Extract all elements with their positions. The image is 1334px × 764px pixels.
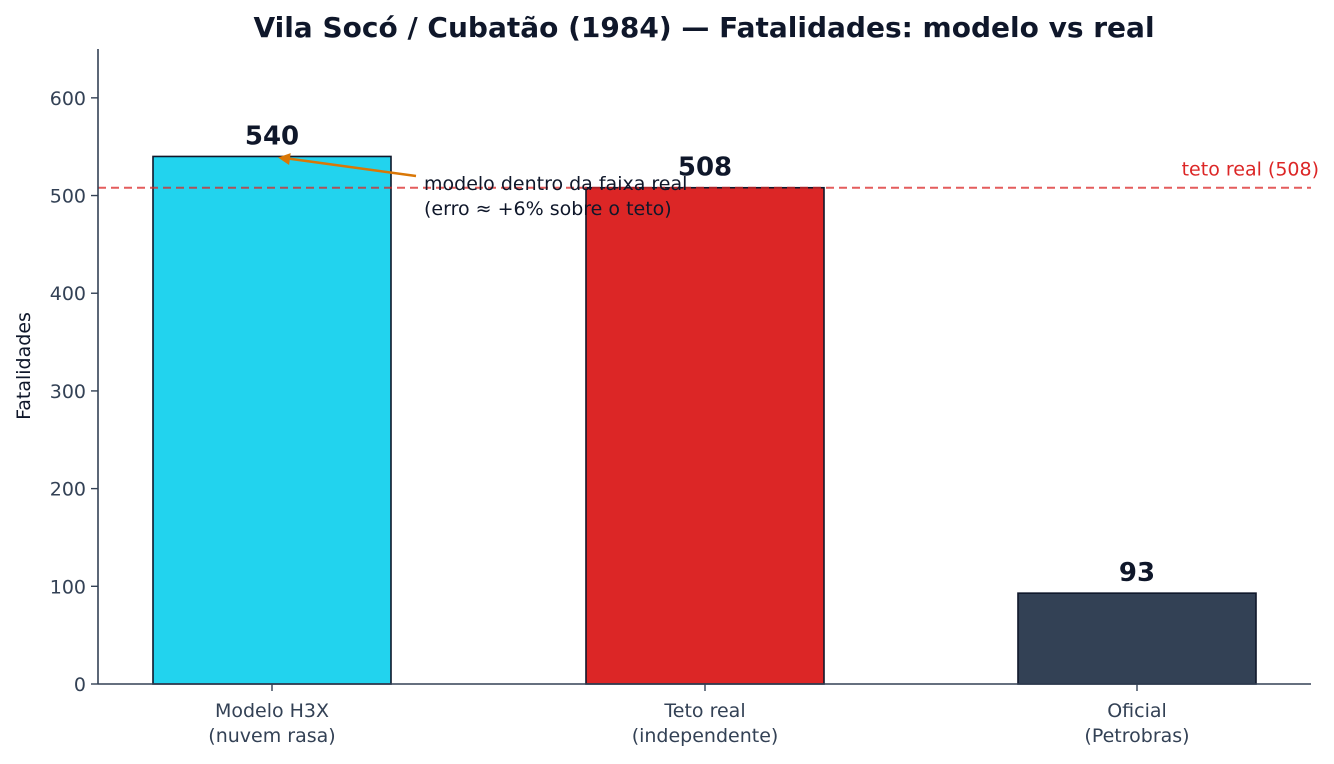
x-tick-label-0-0: Modelo H3X: [215, 700, 329, 722]
annotation-text-0: modelo dentro da faixa real: [424, 173, 687, 195]
chart-title: Vila Socó / Cubatão (1984) — Fatalidades…: [253, 11, 1154, 44]
reference-line-label: teto real (508): [1182, 159, 1319, 181]
value-label-2: 93: [1119, 558, 1155, 588]
bar-1: [585, 186, 825, 685]
y-tick-label-1: 100: [50, 576, 86, 598]
x-tick-label-2-1: (Petrobras): [1084, 725, 1189, 747]
y-axis-label: Fatalidades: [13, 312, 35, 420]
bar-2: [1017, 592, 1257, 685]
annotation-text-1: (erro ≈ +6% sobre o teto): [424, 198, 672, 220]
value-label-1: 508: [678, 153, 732, 183]
y-tick-label-0: 0: [74, 674, 86, 696]
annotation-arrow-head: [278, 153, 291, 166]
y-tick-label-6: 600: [50, 88, 86, 110]
x-tick-label-0-1: (nuvem rasa): [208, 725, 335, 747]
bar-0: [152, 155, 392, 685]
annotation-arrow-line: [287, 157, 417, 178]
y-tick-label-5: 500: [50, 186, 86, 208]
y-tick-label-3: 300: [50, 381, 86, 403]
y-tick-label-2: 200: [50, 479, 86, 501]
x-tick-label-2-0: Oficial: [1107, 700, 1167, 722]
value-label-0: 540: [245, 121, 299, 151]
x-tick-label-1-1: (independente): [632, 725, 779, 747]
x-tick-label-1-0: Teto real: [663, 700, 745, 722]
y-tick-label-4: 400: [50, 283, 86, 305]
